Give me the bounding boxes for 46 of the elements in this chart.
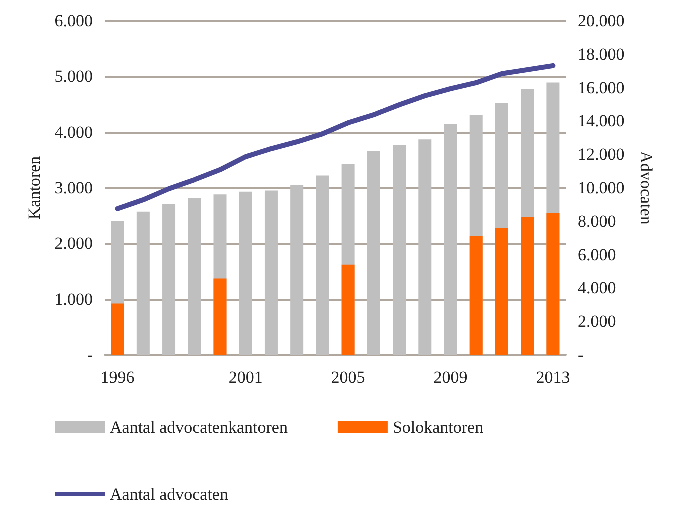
y2-tick-label: 20.000 [578, 12, 625, 30]
bar [316, 176, 330, 355]
bar [342, 264, 355, 355]
y2-tick-label: 10.000 [578, 178, 625, 198]
x-tick-label: 2005 [331, 368, 366, 387]
y2-tick-label: 4.000 [578, 278, 616, 298]
y2-tick-label: 12.000 [578, 145, 625, 164]
bar [136, 212, 150, 355]
y-tick-label: 2.000 [54, 234, 93, 254]
y2-tick-label: 16.000 [578, 78, 625, 98]
bar [214, 278, 227, 355]
bar [546, 213, 560, 355]
legend-label: Solokantoren [392, 418, 484, 437]
x-tick-label: 2013 [536, 368, 570, 387]
y-axis-title: Kantoren [25, 156, 44, 220]
y-tick-label: 3.000 [54, 178, 93, 198]
bar [367, 151, 380, 355]
y-tick-label: 4.000 [54, 122, 93, 142]
bar [111, 304, 124, 355]
y2-tick-label: - [578, 346, 584, 364]
y2-tick-label: 8.000 [578, 212, 616, 231]
y2-tick-label: 2.000 [578, 312, 616, 332]
x-tick-label: 2001 [228, 368, 263, 387]
y2-tick-label: 6.000 [578, 245, 616, 264]
bar [418, 140, 432, 355]
y-tick-label: - [87, 346, 94, 364]
y2-tick-label: 14.000 [578, 112, 625, 131]
y2-tick-label: 18.000 [578, 44, 625, 64]
legend-label: Aantal advocaten [110, 485, 229, 504]
bar [521, 218, 534, 355]
bar [188, 198, 202, 355]
bar [290, 185, 304, 355]
y-tick-label: 5.000 [54, 67, 93, 86]
bar [239, 192, 252, 355]
bar [264, 190, 278, 355]
bar [393, 145, 406, 355]
y-tick-label: 6.000 [54, 12, 93, 30]
x-tick-label: 2009 [434, 368, 468, 387]
bar [162, 204, 176, 355]
bar [470, 236, 483, 355]
bar [495, 228, 508, 355]
y-tick-label: 1.000 [54, 290, 93, 309]
x-tick-label: 1996 [100, 368, 135, 387]
y2-axis-title: Advocaten [637, 151, 656, 226]
legend-label: Aantal advocatenkantoren [110, 418, 288, 437]
bar [444, 124, 458, 355]
